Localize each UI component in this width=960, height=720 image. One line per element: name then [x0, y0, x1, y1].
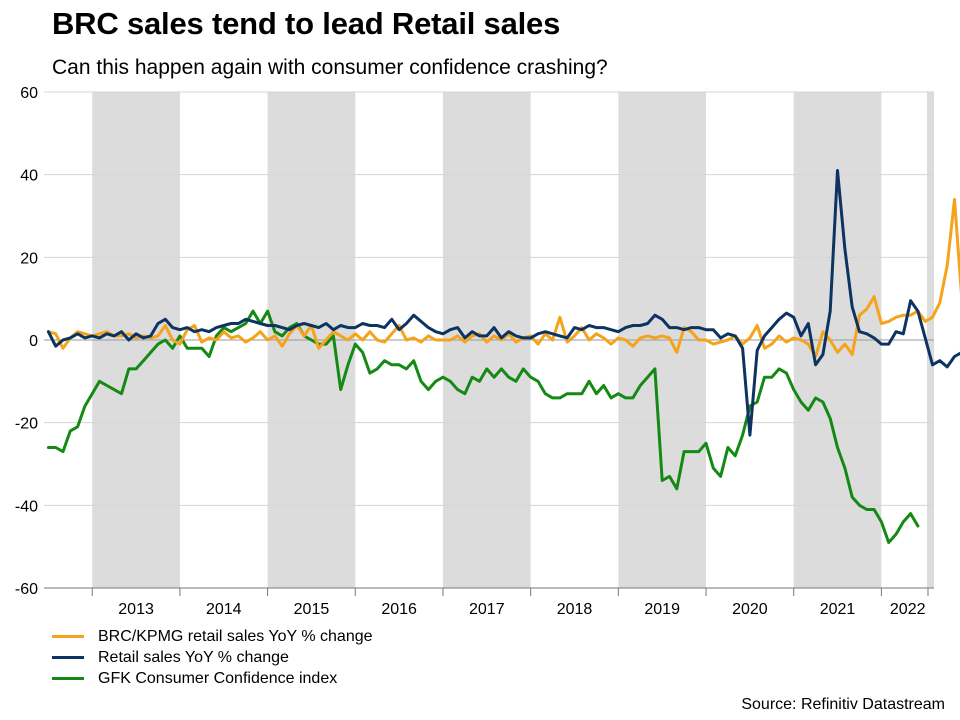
- x-tick-label-2019: 2019: [644, 601, 680, 618]
- x-tick-label-2013: 2013: [118, 601, 154, 618]
- legend-label-brc: BRC/KPMG retail sales YoY % change: [98, 627, 373, 645]
- source-note: Source: Refinitiv Datastream: [741, 696, 945, 713]
- series-line-gfk: [46, 309, 920, 544]
- x-tick-label-2017: 2017: [469, 601, 505, 618]
- y-tick-label: 60: [20, 85, 38, 102]
- x-tick-label-2016: 2016: [381, 601, 417, 618]
- y-tick-label: -40: [15, 498, 38, 515]
- legend-label-retail: Retail sales YoY % change: [98, 648, 289, 666]
- x-tick-label-2014: 2014: [206, 601, 242, 618]
- legend-swatch-brc: [52, 635, 84, 638]
- x-tick-label-2015: 2015: [294, 601, 330, 618]
- series-line-brc: [46, 198, 960, 358]
- y-tick-label: -60: [15, 581, 38, 598]
- legend-swatch-retail: [52, 656, 84, 659]
- x-tick-label-2018: 2018: [557, 601, 593, 618]
- y-tick-label: 40: [20, 168, 38, 185]
- y-tick-label: 0: [29, 333, 38, 350]
- chart-title: BRC sales tend to lead Retail sales: [52, 6, 561, 41]
- y-tick-label: -20: [15, 416, 38, 433]
- legend-item-gfk: GFK Consumer Confidence index: [52, 668, 373, 689]
- x-tick-label-2022: 2022: [890, 601, 926, 618]
- chart-legend: BRC/KPMG retail sales YoY % change Retai…: [52, 626, 373, 689]
- legend-swatch-gfk: [52, 677, 84, 680]
- legend-item-retail: Retail sales YoY % change: [52, 647, 373, 668]
- x-tick-label-2020: 2020: [732, 601, 768, 618]
- chart-subtitle: Can this happen again with consumer conf…: [52, 56, 608, 79]
- y-tick-label: 20: [20, 250, 38, 267]
- legend-label-gfk: GFK Consumer Confidence index: [98, 669, 338, 687]
- series-line-retail: [46, 169, 960, 437]
- x-tick-label-2021: 2021: [820, 601, 856, 618]
- legend-item-brc: BRC/KPMG retail sales YoY % change: [52, 626, 373, 647]
